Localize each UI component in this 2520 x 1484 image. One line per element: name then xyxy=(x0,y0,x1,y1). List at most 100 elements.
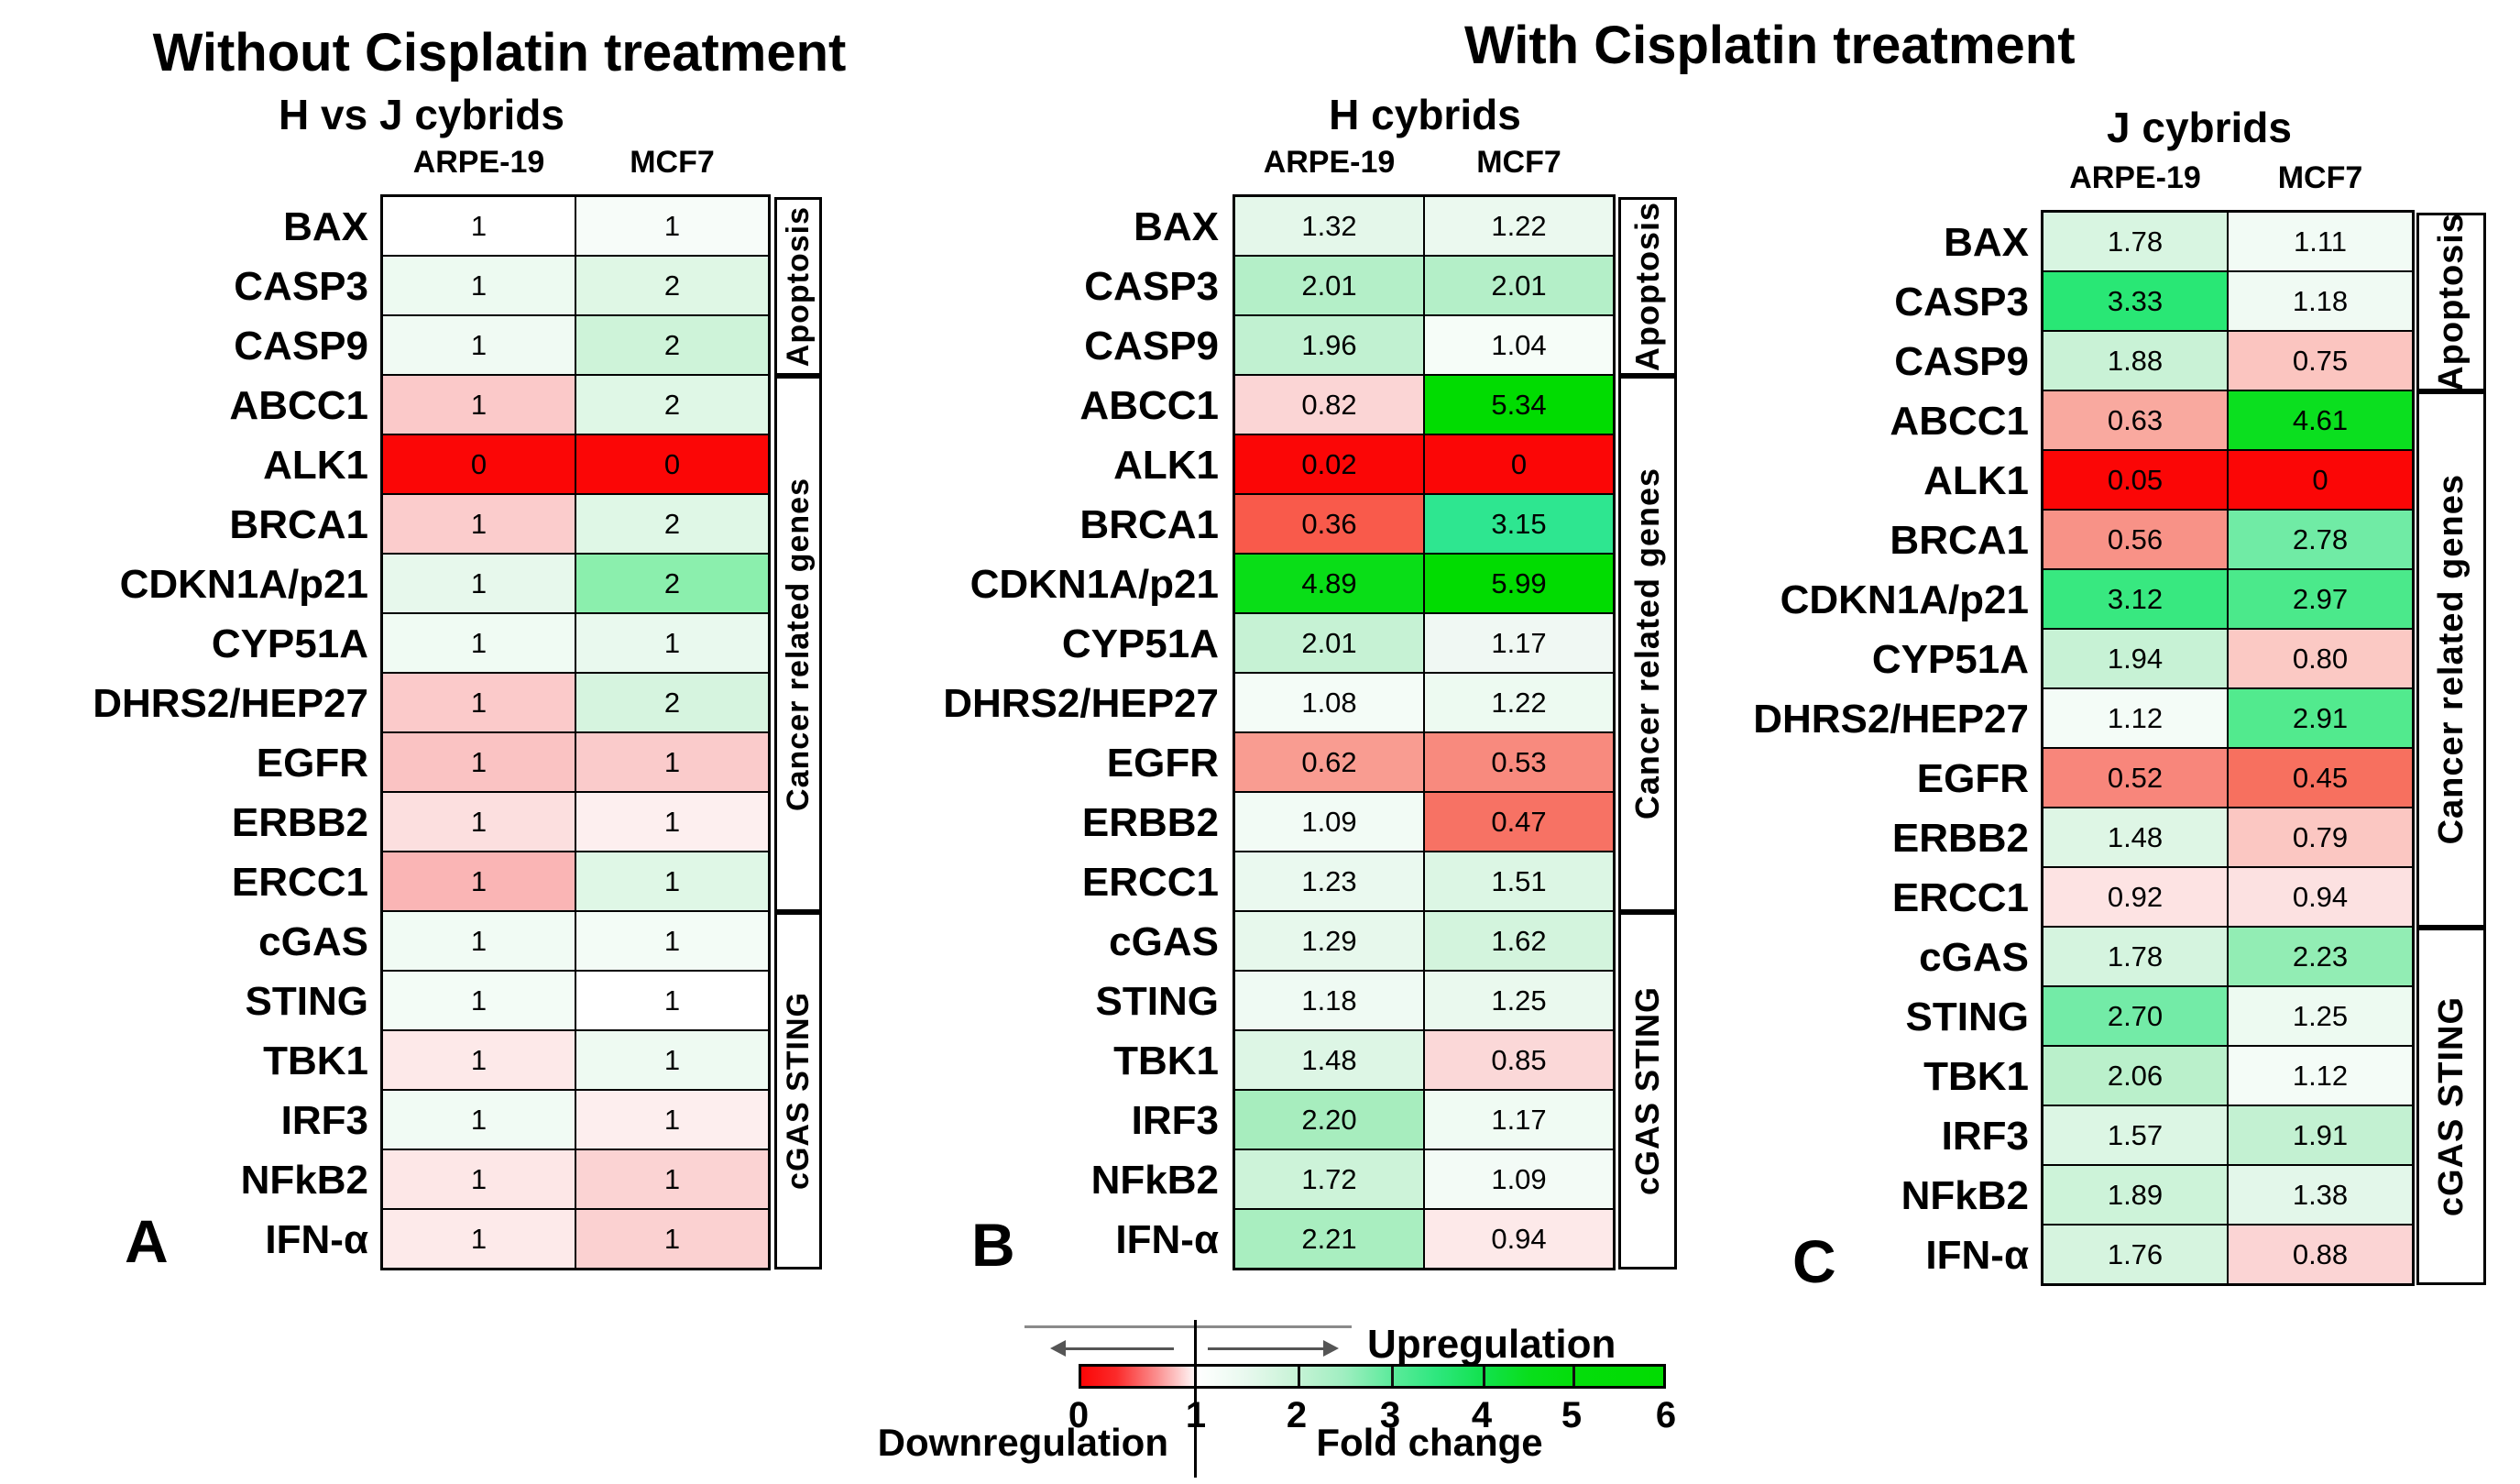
category-label: Cancer related genes xyxy=(1628,467,1666,820)
gene-label: ERCC1 xyxy=(1081,860,1219,905)
heatmap-cell: 2 xyxy=(576,555,768,612)
panel-b-subtitle: H cybrids xyxy=(1329,91,1521,138)
heatmap-cell: 0 xyxy=(1425,435,1613,493)
heatmap-cell: 4.89 xyxy=(1235,555,1423,612)
gene-label: TBK1 xyxy=(263,1039,368,1083)
heatmap-cell: 0.63 xyxy=(2043,391,2227,449)
column-header: MCF7 xyxy=(630,145,715,180)
legend-neutral-line xyxy=(1194,1320,1197,1478)
gene-label: CDKN1A/p21 xyxy=(119,562,368,607)
heatmap-cell: 1 xyxy=(383,376,575,434)
gene-label: NFkB2 xyxy=(1090,1158,1219,1203)
category-label: Apoptosis xyxy=(1628,202,1666,371)
heatmap-cell: 2.97 xyxy=(2229,570,2412,628)
legend-tick-label: 3 xyxy=(1379,1395,1401,1435)
gene-label: TBK1 xyxy=(1113,1039,1219,1083)
heatmap-cell: 1.94 xyxy=(2043,630,2227,687)
heatmap-cell: 1.22 xyxy=(1425,674,1613,731)
heatmap-cell: 0.80 xyxy=(2229,630,2412,687)
heatmap-cell: 2.06 xyxy=(2043,1047,2227,1105)
panel-a-letter: A xyxy=(125,1207,169,1275)
gene-label: CYP51A xyxy=(1871,637,2029,682)
heatmap-cell: 1.96 xyxy=(1235,316,1423,374)
panel-a-subtitle: H vs J cybrids xyxy=(279,91,564,138)
gene-label: IRF3 xyxy=(1131,1098,1219,1143)
heatmap-cell: 0.62 xyxy=(1235,733,1423,791)
category-box: Cancer related genes xyxy=(774,376,822,912)
gene-label: ALK1 xyxy=(1113,443,1219,488)
gene-label: CYP51A xyxy=(211,621,368,666)
column-header: MCF7 xyxy=(1476,145,1561,180)
panel-b-letter: B xyxy=(971,1211,1015,1279)
heatmap-cell: 2.78 xyxy=(2229,511,2412,568)
gene-label: EGFR xyxy=(1106,741,1219,786)
gene-label: ERCC1 xyxy=(231,860,368,905)
category-box: cGAS STING xyxy=(774,912,822,1270)
heatmap-cell: 1 xyxy=(576,1091,768,1149)
heatmap-cell: 0 xyxy=(383,435,575,493)
legend-colorbar xyxy=(1079,1364,1666,1389)
heatmap-cell: 1 xyxy=(383,1091,575,1149)
panel-c-letter: C xyxy=(1792,1227,1836,1295)
legend-tick-label: 6 xyxy=(1655,1395,1677,1435)
heatmap-cell: 1.12 xyxy=(2229,1047,2412,1105)
gene-label: NFkB2 xyxy=(240,1158,368,1203)
heatmap-cell: 2 xyxy=(576,316,768,374)
heatmap-cell: 2 xyxy=(576,257,768,314)
heatmap-cell: 0.52 xyxy=(2043,749,2227,807)
gene-label: BAX xyxy=(1944,220,2029,265)
gene-label: STING xyxy=(245,979,368,1024)
heatmap-cell: 1 xyxy=(383,852,575,910)
heatmap-cell: 1 xyxy=(576,1031,768,1089)
heatmap-cell: 0.85 xyxy=(1425,1031,1613,1089)
heatmap-cell: 1.91 xyxy=(2229,1106,2412,1164)
heatmap-cell: 1.48 xyxy=(1235,1031,1423,1089)
heatmap-cell: 1 xyxy=(576,912,768,970)
downregulation-arrow-icon xyxy=(1050,1340,1066,1357)
downregulation-arrow-line xyxy=(1066,1347,1174,1350)
gene-label: DHRS2/HEP27 xyxy=(943,681,1219,726)
heatmap-cell: 0.02 xyxy=(1235,435,1423,493)
heatmap-cell: 1 xyxy=(383,495,575,553)
heatmap-cell: 1.38 xyxy=(2229,1166,2412,1224)
heatmap-cell: 0.56 xyxy=(2043,511,2227,568)
heatmap-cell: 0.47 xyxy=(1425,793,1613,851)
heatmap-cell: 1.25 xyxy=(2229,987,2412,1045)
gene-label: CASP9 xyxy=(1894,339,2029,384)
downregulation-label: Downregulation xyxy=(877,1421,1168,1464)
gene-label: cGAS xyxy=(1109,919,1219,964)
category-label: Cancer related genes xyxy=(2431,474,2471,845)
legend-tick-label: 5 xyxy=(1561,1395,1583,1435)
heatmap-cell: 0.75 xyxy=(2229,332,2412,390)
gene-label: BRCA1 xyxy=(1079,502,1219,547)
legend-tick-label: 0 xyxy=(1068,1395,1090,1435)
heatmap-cell: 1.32 xyxy=(1235,197,1423,255)
heatmap-cell: 1 xyxy=(383,316,575,374)
heatmap-cell: 1.76 xyxy=(2043,1226,2227,1283)
heatmap-cell: 1 xyxy=(383,912,575,970)
gene-label: NFkB2 xyxy=(1901,1173,2029,1218)
heatmap-cell: 1 xyxy=(576,852,768,910)
heatmap-cell: 1 xyxy=(383,555,575,612)
gene-label: ABCC1 xyxy=(229,383,368,428)
gene-label: CASP9 xyxy=(1084,324,1219,368)
heatmap-cell: 1.23 xyxy=(1235,852,1423,910)
heatmap-cell: 1 xyxy=(576,1210,768,1268)
heatmap-cell: 1.09 xyxy=(1235,793,1423,851)
legend-tick-label: 4 xyxy=(1471,1395,1493,1435)
column-header: ARPE-19 xyxy=(412,145,545,180)
gene-label: CYP51A xyxy=(1061,621,1219,666)
gene-label: CASP3 xyxy=(1084,264,1219,309)
legend-tick-mark xyxy=(1298,1367,1300,1386)
heatmap-cell: 1 xyxy=(383,197,575,255)
gene-label: IRF3 xyxy=(1941,1114,2029,1159)
heatmap-cell: 1.18 xyxy=(2229,272,2412,330)
fold-change-label: Fold change xyxy=(1316,1421,1543,1464)
category-box: cGAS STING xyxy=(2416,928,2486,1285)
gene-label: ABCC1 xyxy=(1890,399,2029,444)
heatmap-cell: 2.01 xyxy=(1425,257,1613,314)
heatmap-cell: 1.08 xyxy=(1235,674,1423,731)
heatmap-cell: 3.12 xyxy=(2043,570,2227,628)
gene-label: ERBB2 xyxy=(1081,800,1219,845)
